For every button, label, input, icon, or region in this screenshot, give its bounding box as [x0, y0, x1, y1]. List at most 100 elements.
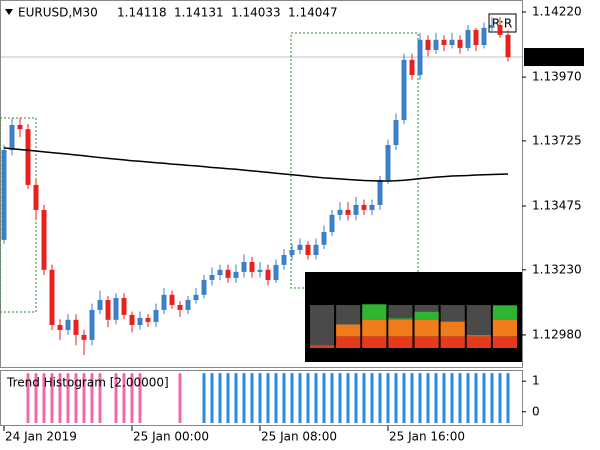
y-tick-label: 1.14220: [532, 4, 582, 18]
histogram-bar: [58, 373, 62, 423]
candle-body: [1, 150, 7, 240]
candle-body: [281, 254, 287, 265]
x-tick-label: 25 Jan 16:00: [389, 430, 465, 444]
candle-body: [241, 262, 247, 272]
candle-body: [361, 204, 367, 210]
candle-body: [433, 39, 439, 51]
histogram-bar: [274, 373, 278, 423]
histogram-bar: [378, 373, 382, 423]
moving-average: [3, 147, 509, 182]
histogram-bar: [410, 373, 414, 423]
candle-body: [209, 275, 215, 280]
candle-body: [73, 319, 79, 335]
candle-body: [113, 297, 119, 320]
strength-currency: AUD: [440, 348, 466, 362]
histogram-bar: [178, 373, 182, 423]
strength-bar: [362, 336, 387, 348]
indicator-panel-border: [0, 370, 523, 426]
candle-body: [409, 59, 415, 76]
strength-bar: [492, 319, 517, 337]
strength-bg: [310, 305, 335, 348]
strength-value: 0.6: [313, 291, 332, 305]
strength-currency: EUR: [335, 348, 361, 362]
histogram-bar: [490, 373, 494, 423]
candle-body: [97, 300, 103, 310]
histogram-bar: [458, 373, 462, 423]
candle-body: [473, 29, 479, 46]
candle-body: [249, 262, 255, 272]
histogram-bar: [138, 373, 142, 423]
histogram-bar: [42, 373, 46, 423]
strength-currency: NZD: [492, 348, 518, 362]
candle-body: [185, 300, 191, 310]
candle-body: [417, 39, 423, 76]
y-tick-label: 1.12980: [532, 327, 582, 341]
candle-body: [161, 294, 167, 310]
y-tick-label: 1.13475: [532, 199, 582, 213]
strength-bar: [414, 319, 439, 337]
candle-body: [425, 39, 431, 51]
candle-body: [81, 334, 87, 340]
strength-bar: [492, 336, 517, 348]
symbol-title: EURUSD,M30: [18, 6, 98, 20]
histogram-bar: [314, 373, 318, 423]
strength-value: 5.6: [443, 291, 462, 305]
y-tick-label: 1.13230: [532, 262, 582, 276]
histogram-bar: [298, 373, 302, 423]
histogram-bar: [418, 373, 422, 423]
candle-body: [57, 325, 63, 330]
histogram-bar: [26, 373, 30, 423]
histogram-bar: [450, 373, 454, 423]
histogram-bar: [466, 373, 470, 423]
histogram-bar: [282, 373, 286, 423]
candle-body: [321, 232, 327, 245]
candle-body: [225, 269, 231, 278]
strength-bar: [440, 336, 465, 348]
histogram-bar: [394, 373, 398, 423]
strength-currency: CHF: [387, 348, 413, 362]
strength-value: 7.7: [417, 291, 436, 305]
strength-bar: [466, 336, 491, 348]
candle-body: [441, 39, 447, 46]
badge[interactable]: R:R: [492, 17, 512, 31]
candle-body: [201, 279, 207, 295]
candle-body: [193, 294, 199, 301]
histogram-bar: [226, 373, 230, 423]
candle-body: [393, 120, 399, 146]
candle-body: [489, 25, 495, 28]
histogram-bar: [34, 373, 38, 423]
candle-body: [377, 179, 383, 205]
strength-currency: USD: [309, 348, 335, 362]
candle-body: [129, 314, 135, 326]
header-value: 1.14033: [231, 6, 281, 20]
header-value: 1.14118: [117, 6, 167, 20]
histogram-bar: [482, 373, 486, 423]
histogram-bar: [474, 373, 478, 423]
indicator-tick-label: 0: [532, 404, 540, 418]
dropdown-arrow[interactable]: [5, 9, 13, 15]
candle-body: [265, 269, 271, 280]
histogram-bar: [114, 373, 118, 423]
candle-body: [177, 304, 183, 310]
candle-body: [449, 39, 455, 46]
histogram-bar: [306, 373, 310, 423]
candle-body: [401, 59, 407, 121]
strength-bar: [414, 311, 439, 320]
strength-title: Fx U.S.M_H4 MACD 12,26,9: [309, 276, 518, 290]
histogram-bar: [98, 373, 102, 423]
candle-body: [33, 184, 39, 210]
strength-bar: [336, 336, 361, 348]
histogram-bar: [506, 373, 510, 423]
strength-bar: [492, 305, 517, 320]
y-tick-label: 1.13725: [532, 133, 582, 147]
histogram-bar: [122, 373, 126, 423]
strength-bar: [388, 336, 413, 348]
candle-body: [257, 269, 263, 272]
strength-currency: CAD: [414, 348, 440, 362]
histogram-bar: [250, 373, 254, 423]
last-price-box: [524, 48, 584, 67]
strength-value: 9.0: [495, 291, 514, 305]
histogram-bar: [290, 373, 294, 423]
strength-bar: [362, 304, 387, 320]
